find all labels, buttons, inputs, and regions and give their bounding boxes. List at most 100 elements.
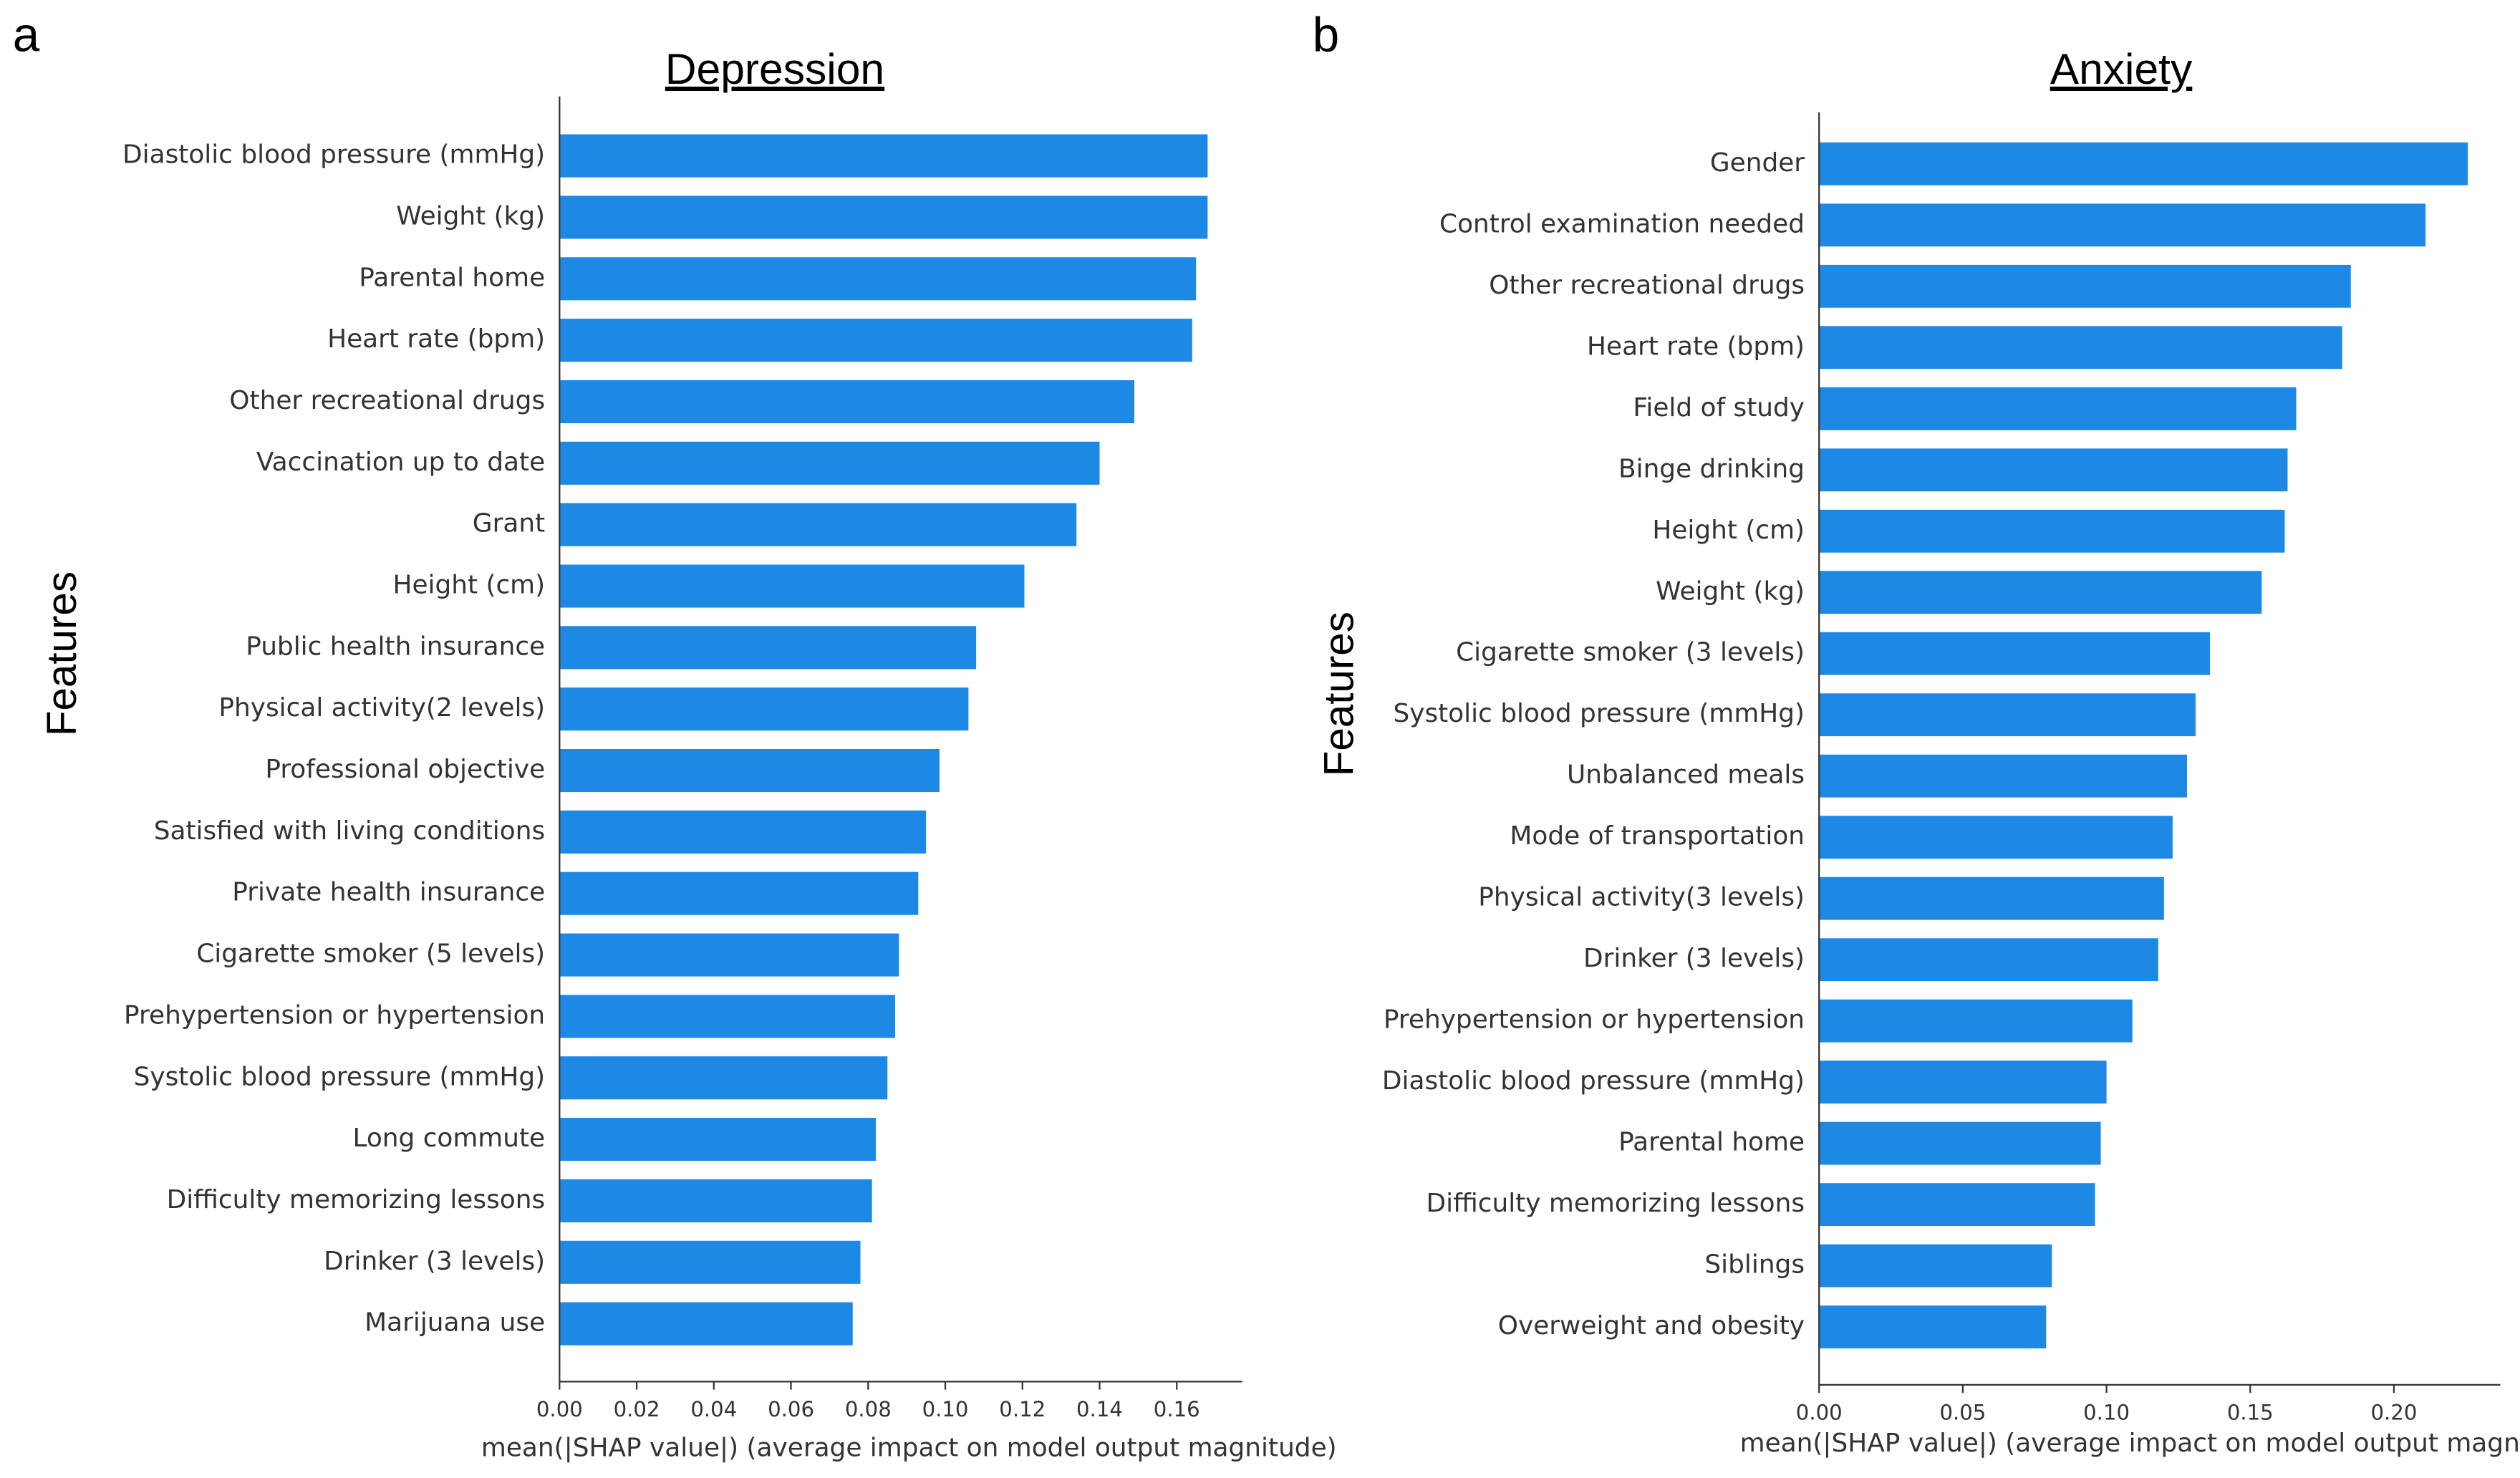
bar	[559, 564, 1025, 608]
y-tick-label: Height (cm)	[1652, 516, 1805, 545]
y-tick-label: Satisfied with living conditions	[154, 816, 545, 846]
bar	[559, 933, 899, 977]
y-tick-label: Overweight and obesity	[1498, 1311, 1805, 1341]
y-tick-label: Weight (kg)	[1656, 576, 1805, 606]
bar	[559, 810, 927, 854]
bar	[1819, 142, 2468, 185]
bar	[1819, 203, 2426, 247]
y-tick-label: Parental home	[1618, 1128, 1805, 1157]
y-tick-label: Unbalanced meals	[1567, 760, 1805, 790]
bar	[1819, 938, 2158, 982]
y-tick-label: Other recreational drugs	[1489, 271, 1805, 300]
y-tick-label: Systolic blood pressure (mmHg)	[1393, 699, 1805, 728]
x-tick-label: 0.10	[922, 1397, 969, 1421]
y-tick-label: Weight (kg)	[396, 201, 545, 231]
y-tick-label: Gender	[1710, 148, 1805, 178]
bar	[559, 687, 969, 731]
bar	[1819, 387, 2297, 430]
y-tick-label: Parental home	[359, 263, 545, 292]
y-tick-label: Binge drinking	[1618, 454, 1805, 483]
bar	[1819, 816, 2173, 859]
y-tick-label: Grant	[473, 509, 545, 538]
bar	[1819, 754, 2187, 798]
y-tick-label: Diastolic blood pressure (mmHg)	[122, 140, 545, 170]
y-tick-label: Difficulty memorizing lessons	[167, 1185, 546, 1214]
bar	[559, 995, 896, 1038]
bar	[1819, 876, 2164, 920]
bar	[1819, 264, 2351, 308]
bar	[559, 1240, 861, 1284]
bar	[1819, 448, 2288, 492]
bar	[1819, 1183, 2095, 1227]
y-tick-label: Height (cm)	[392, 571, 545, 600]
bar	[1819, 509, 2285, 553]
y-tick-label: Professional objective	[265, 755, 545, 784]
y-tick-label: Heart rate (bpm)	[327, 324, 545, 354]
y-tick-label: Siblings	[1704, 1250, 1805, 1280]
y-tick-label: Systolic blood pressure (mmHg)	[134, 1062, 546, 1091]
x-tick-label: 0.04	[690, 1397, 737, 1421]
x-tick-label: 0.02	[614, 1397, 660, 1421]
bar	[559, 195, 1208, 239]
bar	[559, 1118, 877, 1161]
bar	[1819, 1305, 2047, 1349]
y-axis-label: Features	[39, 571, 85, 736]
y-tick-label: Drinker (3 levels)	[324, 1247, 545, 1276]
y-tick-label: Diastolic blood pressure (mmHg)	[1382, 1066, 1805, 1096]
bar	[559, 871, 919, 915]
y-tick-label: Public health insurance	[246, 632, 545, 661]
y-tick-label: Prehypertension or hypertension	[124, 1000, 545, 1030]
bar	[1819, 1244, 2052, 1288]
x-tick-label: 0.16	[1154, 1397, 1200, 1421]
bar	[559, 257, 1197, 301]
y-tick-label: Mode of transportation	[1510, 821, 1805, 851]
bar	[1819, 693, 2196, 737]
panel-label: b	[1313, 9, 1339, 62]
x-axis-label: mean(|SHAP value|) (average impact on mo…	[1740, 1429, 2520, 1458]
bar	[1819, 571, 2262, 614]
bar	[1819, 1061, 2107, 1104]
bar	[559, 626, 977, 670]
x-tick-label: 0.20	[2370, 1400, 2417, 1424]
chart-title: Depression	[665, 44, 884, 93]
y-tick-label: Difficulty memorizing lessons	[1426, 1189, 1805, 1218]
bar	[559, 748, 940, 793]
x-tick-label: 0.00	[536, 1397, 583, 1421]
y-tick-label: Physical activity(2 levels)	[218, 693, 545, 723]
x-tick-label: 0.05	[1939, 1400, 1986, 1424]
x-axis-label: mean(|SHAP value|) (average impact on mo…	[481, 1434, 1337, 1463]
x-tick-label: 0.12	[999, 1397, 1046, 1421]
y-tick-label: Prehypertension or hypertension	[1384, 1005, 1805, 1035]
bar	[559, 380, 1134, 424]
y-axis-label: Features	[1315, 612, 1362, 776]
bar	[559, 1179, 872, 1222]
bar	[1819, 1121, 2101, 1165]
x-tick-label: 0.00	[1796, 1400, 1843, 1424]
y-tick-label: Marijuana use	[365, 1308, 545, 1338]
chart-title: Anxiety	[2050, 44, 2193, 93]
bar	[1819, 326, 2342, 370]
x-tick-label: 0.10	[2083, 1400, 2130, 1424]
y-tick-label: Field of study	[1633, 393, 1805, 422]
x-tick-label: 0.15	[2227, 1400, 2274, 1424]
bar	[559, 134, 1208, 178]
y-tick-label: Cigarette smoker (3 levels)	[1456, 638, 1805, 667]
bar	[559, 503, 1077, 546]
y-tick-label: Vaccination up to date	[256, 448, 545, 477]
y-tick-label: Drinker (3 levels)	[1583, 944, 1805, 973]
y-tick-label: Long commute	[352, 1124, 545, 1153]
y-tick-label: Control examination needed	[1439, 209, 1805, 238]
bar	[1819, 999, 2133, 1043]
bar	[559, 1302, 853, 1346]
y-tick-label: Heart rate (bpm)	[1587, 332, 1805, 361]
y-tick-label: Cigarette smoker (5 levels)	[196, 940, 545, 969]
y-tick-label: Physical activity(3 levels)	[1478, 883, 1805, 912]
bar	[559, 441, 1100, 485]
y-tick-label: Private health insurance	[232, 878, 545, 907]
bar	[1819, 632, 2211, 675]
x-tick-label: 0.08	[845, 1397, 892, 1421]
y-tick-label: Other recreational drugs	[229, 386, 545, 415]
x-tick-label: 0.14	[1076, 1397, 1123, 1421]
panel-label: a	[13, 9, 40, 62]
